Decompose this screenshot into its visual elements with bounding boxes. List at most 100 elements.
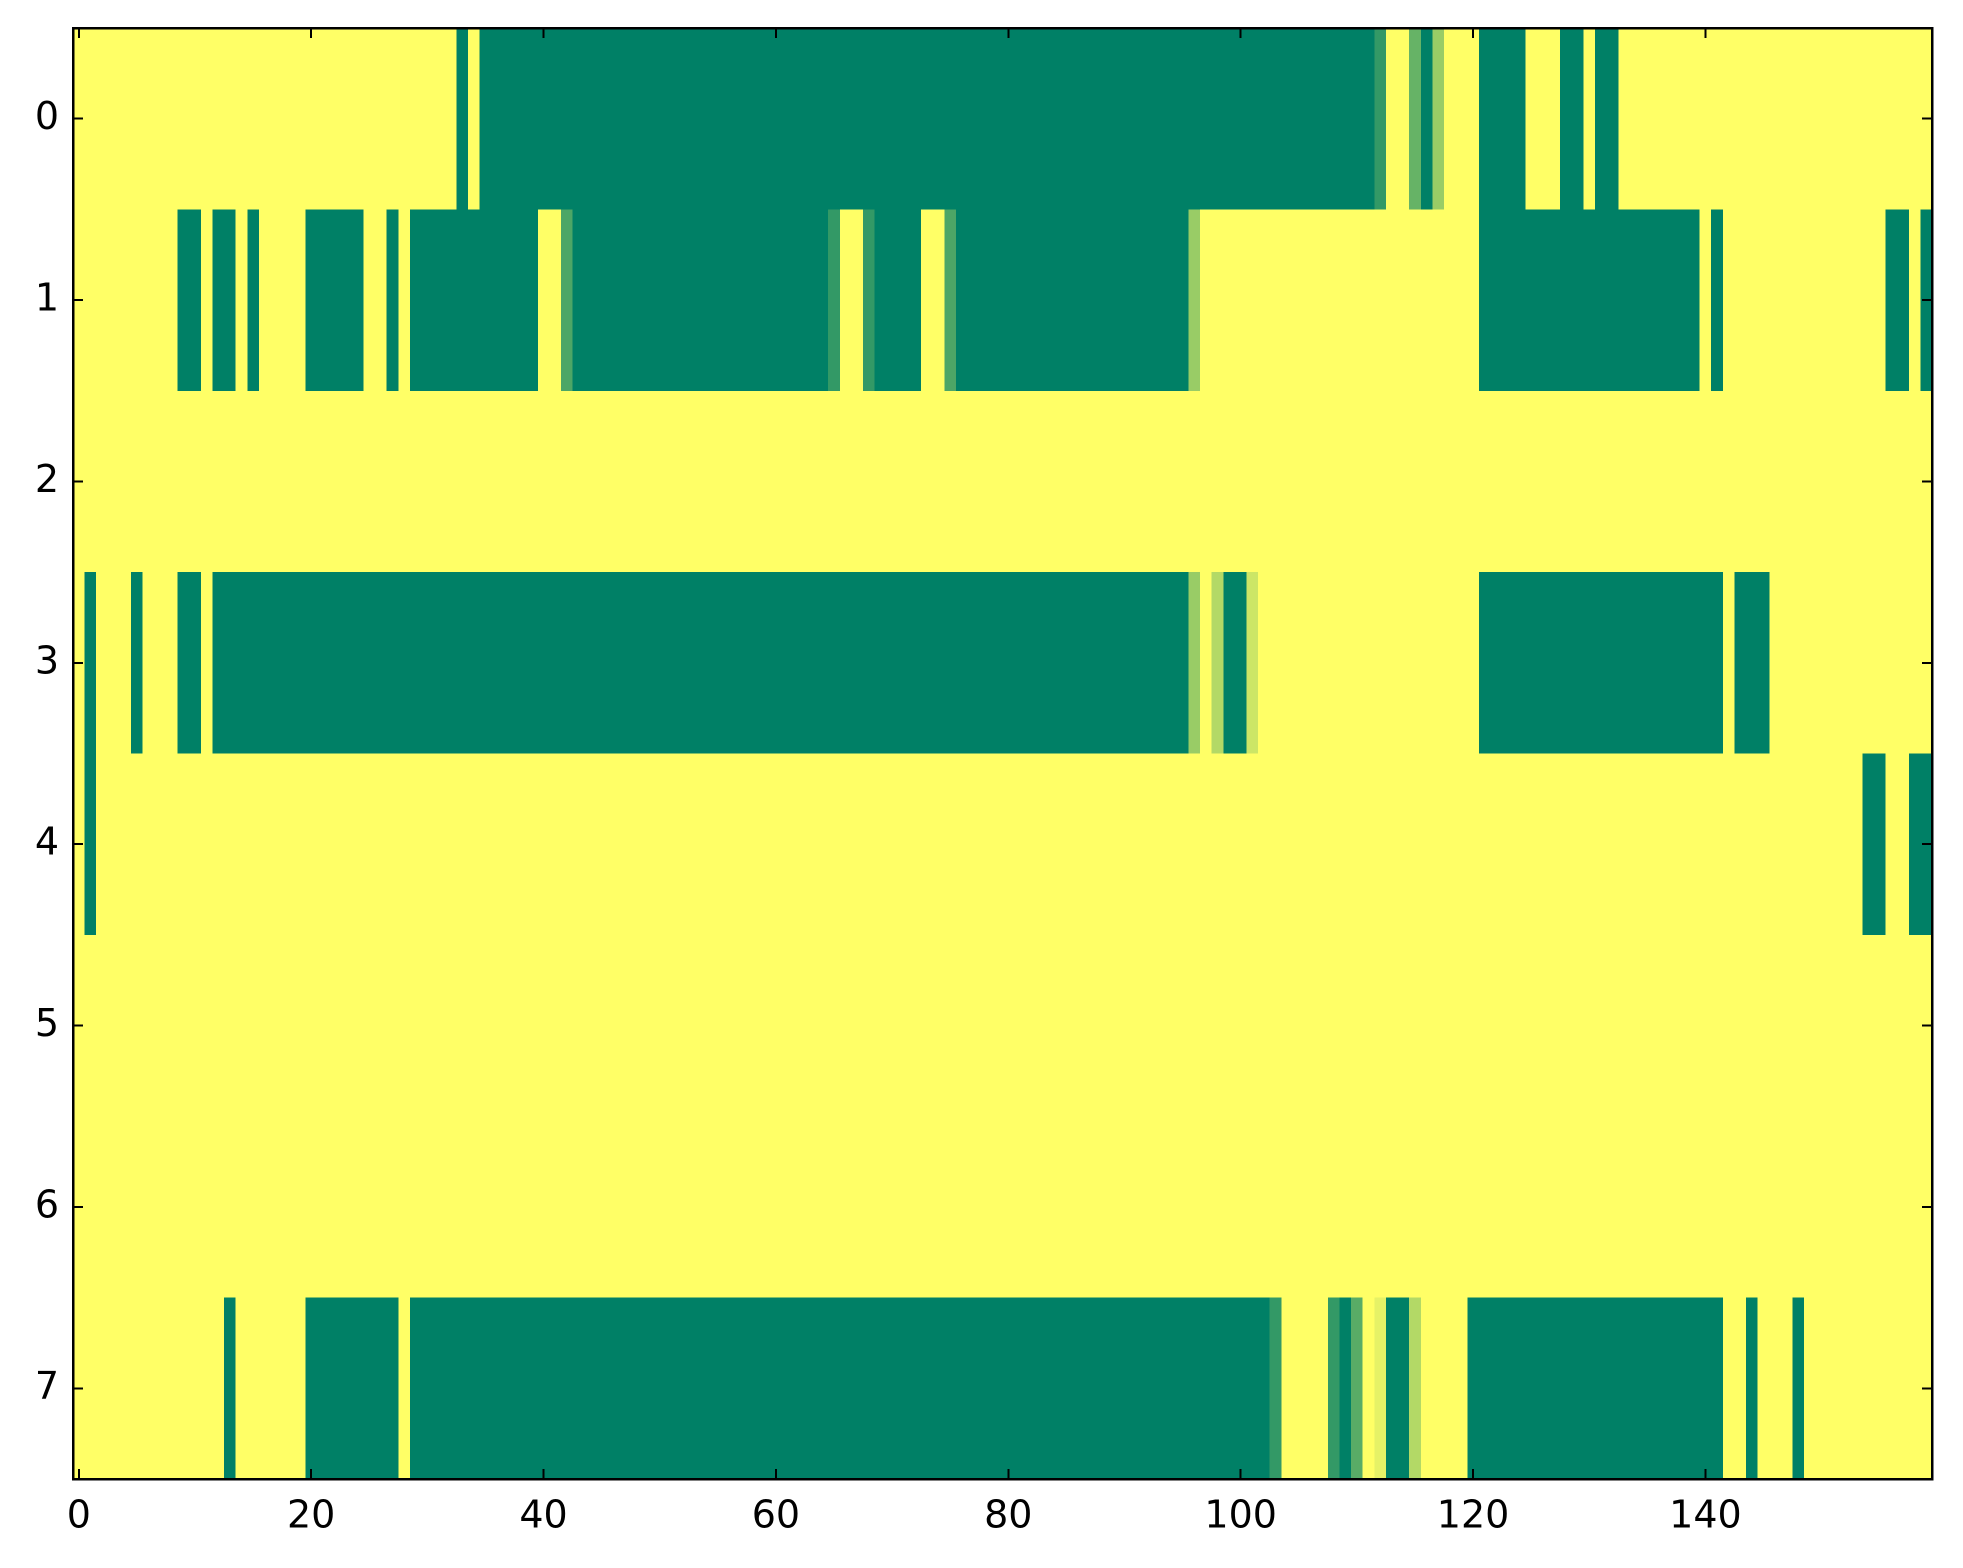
heatmap-cell	[804, 390, 818, 573]
heatmap-cell	[537, 1297, 550, 1480]
heatmap-cell	[165, 1297, 179, 1480]
heatmap-cell	[642, 390, 655, 573]
heatmap-cell	[886, 934, 899, 1117]
heatmap-cell	[1188, 753, 1201, 936]
heatmap-cell	[1083, 1297, 1097, 1480]
heatmap-cell	[154, 390, 167, 573]
heatmap-cell	[804, 1116, 818, 1299]
heatmap-cell	[363, 753, 376, 936]
heatmap-cell	[1885, 934, 1898, 1117]
heatmap-cell	[607, 1297, 620, 1480]
heatmap-cell	[1815, 1116, 1829, 1299]
heatmap-cell	[1188, 28, 1201, 210]
heatmap-cell	[1583, 28, 1596, 210]
heatmap-cell	[1351, 1297, 1364, 1480]
heatmap-cell	[990, 390, 1004, 573]
heatmap-cell	[1676, 1116, 1689, 1299]
heatmap-cell	[1304, 390, 1317, 573]
heatmap-cell	[1897, 209, 1910, 392]
heatmap-cell	[293, 1297, 306, 1480]
heatmap-cell	[1827, 572, 1840, 755]
heatmap-cell	[189, 209, 202, 392]
heatmap-cell	[84, 1297, 97, 1480]
heatmap-cell	[1722, 1116, 1736, 1299]
heatmap-cell	[433, 1116, 446, 1299]
heatmap-cell	[770, 1116, 783, 1299]
heatmap-cell	[1362, 28, 1375, 210]
heatmap-cell	[340, 1297, 353, 1480]
heatmap-cell	[1839, 209, 1852, 392]
heatmap-cell	[491, 28, 504, 210]
heatmap-cell	[502, 934, 516, 1117]
heatmap-cell	[1351, 753, 1364, 936]
heatmap-cell	[1804, 209, 1817, 392]
heatmap-cell	[1641, 28, 1654, 210]
heatmap-cell	[572, 753, 585, 936]
heatmap-cell	[1420, 572, 1433, 755]
heatmap-cell	[1153, 753, 1166, 936]
heatmap-cell	[1281, 390, 1294, 573]
heatmap-cell	[1292, 1297, 1306, 1480]
heatmap-cell	[932, 209, 946, 392]
heatmap-cell	[712, 28, 725, 210]
heatmap-cell	[677, 209, 690, 392]
heatmap-cell	[1595, 1297, 1608, 1480]
heatmap-cell	[502, 572, 516, 755]
heatmap-cell	[1839, 1297, 1852, 1480]
heatmap-cell	[1629, 572, 1643, 755]
heatmap-cell	[1525, 572, 1538, 755]
heatmap-cell	[1234, 1116, 1248, 1299]
heatmap-cell	[1722, 572, 1736, 755]
heatmap-cell	[1118, 209, 1131, 392]
heatmap-cell	[1432, 572, 1445, 755]
heatmap-cell	[1827, 390, 1840, 573]
heatmap-cell	[1060, 1297, 1073, 1480]
heatmap-cell	[746, 1297, 760, 1480]
heatmap-cell	[1304, 209, 1317, 392]
heatmap-cell	[1711, 1297, 1724, 1480]
heatmap-cell	[1827, 753, 1840, 936]
heatmap-cell	[1618, 934, 1631, 1117]
heatmap-cell	[932, 572, 946, 755]
heatmap-cell	[839, 1297, 853, 1480]
heatmap-cell	[1606, 209, 1619, 392]
heatmap-cell	[746, 28, 760, 210]
heatmap-cell	[1688, 1116, 1701, 1299]
heatmap-cell	[1269, 572, 1282, 755]
heatmap-cell	[444, 572, 458, 755]
heatmap-cell	[1792, 934, 1805, 1117]
heatmap-cell	[293, 209, 306, 392]
heatmap-cell	[1502, 28, 1515, 210]
heatmap-cell	[921, 1116, 934, 1299]
heatmap-cell	[1839, 1116, 1852, 1299]
heatmap-cell	[1502, 934, 1515, 1117]
heatmap-cell	[409, 390, 423, 573]
heatmap-cell	[1525, 934, 1538, 1117]
heatmap-cell	[665, 572, 678, 755]
heatmap-cell	[131, 209, 144, 392]
heatmap-cell	[1571, 1297, 1585, 1480]
heatmap-cell	[1699, 390, 1712, 573]
heatmap-cell	[224, 1116, 237, 1299]
heatmap-cell	[1664, 934, 1677, 1117]
heatmap-cell	[1374, 1116, 1387, 1299]
heatmap-cell	[1176, 209, 1189, 392]
heatmap-cell	[1618, 1297, 1631, 1480]
heatmap-cell	[560, 209, 574, 392]
heatmap-cell	[1153, 28, 1166, 210]
heatmap-cell	[1490, 934, 1503, 1117]
heatmap-cell	[619, 934, 632, 1117]
heatmap-cell	[607, 934, 620, 1117]
heatmap-cell	[932, 753, 946, 936]
heatmap-cell	[909, 934, 922, 1117]
heatmap-cell	[491, 209, 504, 392]
y-tick-label: 1	[35, 276, 59, 320]
heatmap-cell	[1780, 209, 1794, 392]
y-tick-label: 3	[35, 638, 59, 682]
heatmap-cell	[1571, 934, 1585, 1117]
heatmap-cell	[1037, 1297, 1050, 1480]
heatmap-cell	[1281, 1297, 1294, 1480]
heatmap-cell	[1467, 1116, 1480, 1299]
heatmap-cell	[1722, 753, 1736, 936]
heatmap-cell	[409, 753, 423, 936]
